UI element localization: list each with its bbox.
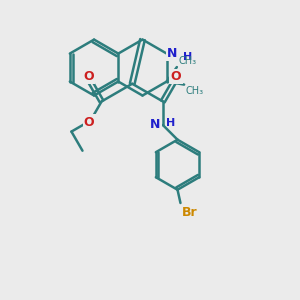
Text: CH₃: CH₃ [186, 86, 204, 96]
Text: H: H [183, 52, 192, 62]
Text: Br: Br [182, 206, 198, 219]
Text: N: N [150, 118, 161, 131]
Text: H: H [166, 118, 176, 128]
Text: O: O [171, 70, 182, 83]
Text: O: O [83, 70, 94, 83]
Text: O: O [84, 116, 94, 128]
Text: CH₃: CH₃ [178, 56, 196, 66]
Text: N: N [167, 47, 177, 60]
